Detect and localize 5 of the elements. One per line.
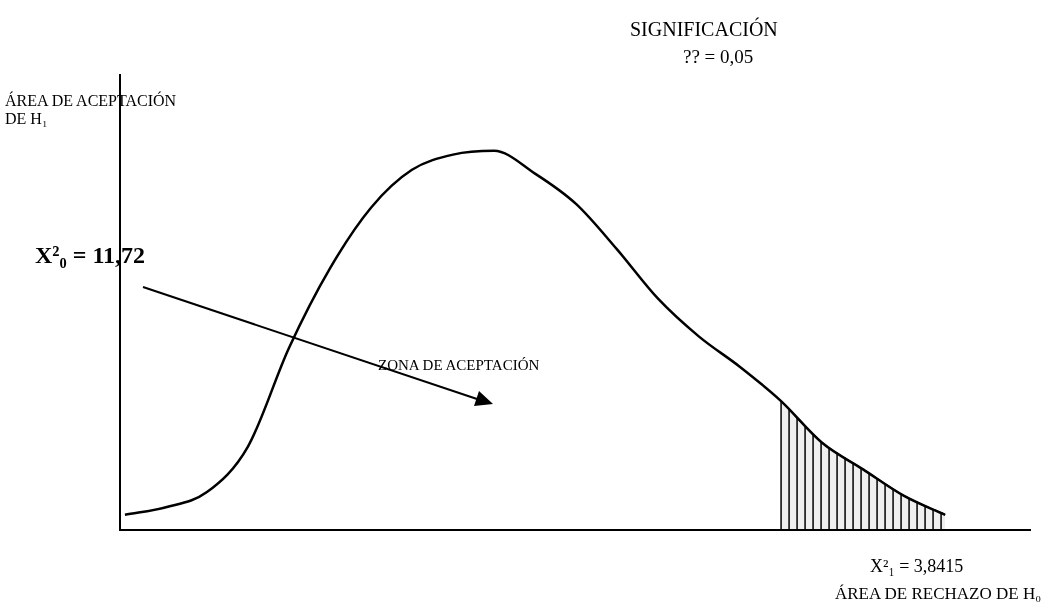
- text: ÁREA DE RECHAZO DE H₀: [835, 584, 1042, 604]
- text: ?? = 0,05: [683, 46, 754, 68]
- annotation: ZONA DE ACEPTACIÓN: [378, 357, 540, 375]
- text: X²₁ = 3,8415: [870, 556, 964, 577]
- text: SIGNIFICACIÓN: [630, 18, 778, 41]
